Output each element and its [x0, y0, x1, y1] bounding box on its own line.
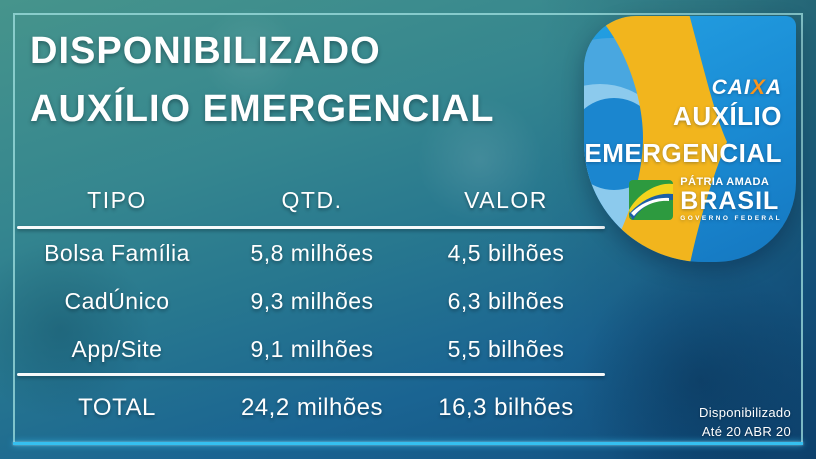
table-divider-line [17, 373, 605, 376]
cell-tipo: App/Site [71, 335, 163, 362]
cell-qtd: 9,1 milhões [250, 335, 374, 362]
footnote-line2: Até 20 ABR 20 [701, 423, 791, 439]
program-name-line2: EMERGENCIAL [584, 138, 782, 168]
table-row-bolsa-familia: Bolsa Família 5,8 milhões 4,5 bilhões [17, 229, 605, 277]
cell-tipo: CadÚnico [64, 287, 170, 314]
footnote: Disponibilizado Até 20 ABR 20 [699, 404, 791, 442]
cell-qtd: 9,3 milhões [250, 287, 374, 314]
cell-valor: 4,5 bilhões [447, 239, 565, 266]
slogan-brasil: BRASIL [680, 187, 780, 215]
caixa-auxilio-emergencial-badge [584, 16, 796, 262]
total-valor: 16,3 bilhões [438, 393, 574, 421]
caixa-badge-artwork-icon [584, 16, 727, 262]
footnote-line1: Disponibilizado [699, 405, 791, 420]
cell-valor: 6,3 bilhões [447, 287, 565, 314]
table-row-cadunico: CadÚnico 9,3 milhões 6,3 bilhões [17, 277, 605, 325]
caixa-logo: CAIXA [584, 76, 782, 100]
brazil-flag-icon [629, 179, 674, 220]
slogan-patria-amada: PÁTRIA AMADA [680, 176, 770, 188]
caixa-logo-cai: CAI [711, 76, 751, 99]
page-title: DISPONIBILIZADO AUXÍLIO EMERGENCIAL [30, 22, 494, 138]
column-header-valor: VALOR [464, 186, 548, 213]
frame-bottom-glow-line [13, 442, 803, 445]
total-qtd: 24,2 milhões [240, 393, 384, 421]
page-title-line1: DISPONIBILIZADO [30, 30, 381, 72]
slogan-governo-federal: GOVERNO FEDERAL [680, 215, 782, 222]
page-title-line2: AUXÍLIO EMERGENCIAL [30, 88, 495, 130]
badge-text-block: CAIXA AUXÍLIO EMERGENCIAL PÁTRIA AMADA B… [584, 76, 782, 223]
caixa-logo-a: A [765, 76, 782, 99]
column-header-tipo: TIPO [87, 186, 147, 213]
column-header-qtd: QTD. [281, 186, 343, 213]
aid-summary-table: TIPO QTD. VALOR Bolsa Família 5,8 milhõe… [17, 174, 605, 439]
government-logo-block: PÁTRIA AMADA BRASIL GOVERNO FEDERAL [584, 177, 782, 223]
table-header-row: TIPO QTD. VALOR [17, 174, 605, 226]
cell-qtd: 5,8 milhões [250, 239, 374, 266]
cell-tipo: Bolsa Família [44, 239, 190, 266]
government-slogan-text: PÁTRIA AMADA BRASIL GOVERNO FEDERAL [680, 177, 782, 223]
table-divider-line [17, 226, 605, 229]
total-label: TOTAL [78, 393, 156, 421]
table-total-row: TOTAL 24,2 milhões 16,3 bilhões [17, 376, 605, 439]
cell-valor: 5,5 bilhões [447, 335, 565, 362]
program-name-line1: AUXÍLIO [673, 101, 782, 131]
caixa-logo-x: X [750, 76, 766, 99]
table-row-app-site: App/Site 9,1 milhões 5,5 bilhões [17, 325, 605, 373]
